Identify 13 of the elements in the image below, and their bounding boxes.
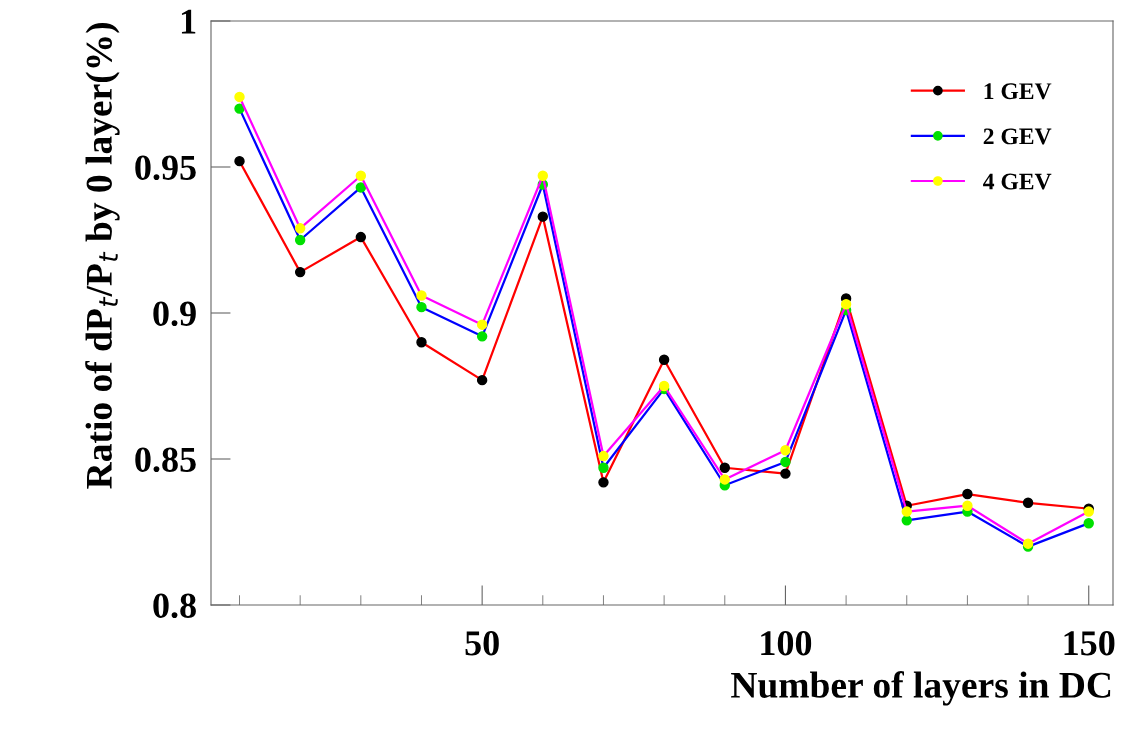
x-axis-title: Number of layers in DC	[731, 671, 1111, 706]
legend-label: 4 GEV	[983, 173, 1052, 190]
y-tick-label: 0.95	[135, 155, 196, 181]
y-tick-label: 0.8	[153, 593, 196, 619]
y-tick-label: 1	[181, 9, 196, 34]
legend-label: 2 GEV	[983, 128, 1052, 145]
x-tick-label: 150	[1064, 631, 1115, 656]
legend-label: 1 GEV	[984, 83, 1052, 100]
y-axis-title: Ratio of dP$_{t}$/P$_{t}$ by 0 layer(%)	[85, 22, 120, 489]
x-tick-label: 50	[465, 631, 499, 656]
y-tick-label: 0.9	[153, 301, 196, 327]
x-tick-label: 100	[761, 631, 812, 656]
y-tick-label: 0.85	[135, 447, 196, 473]
